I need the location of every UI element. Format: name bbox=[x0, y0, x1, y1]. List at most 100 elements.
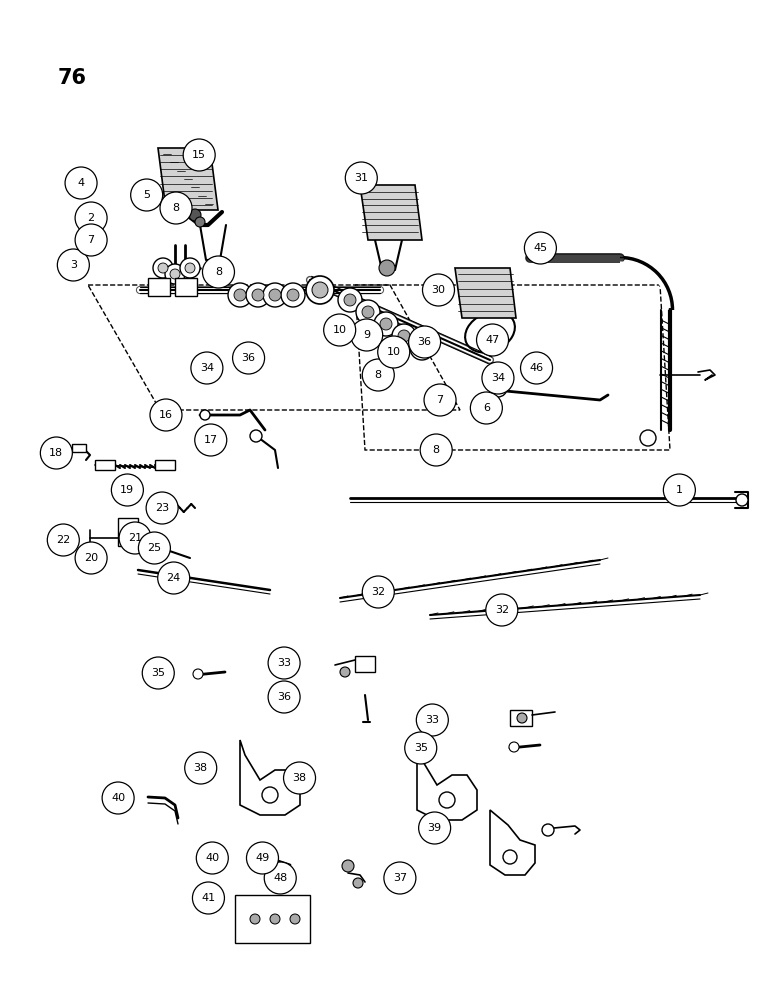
Circle shape bbox=[75, 224, 107, 256]
Circle shape bbox=[503, 850, 517, 864]
Circle shape bbox=[410, 336, 434, 360]
Circle shape bbox=[663, 474, 696, 506]
Text: 5: 5 bbox=[143, 190, 151, 200]
Text: 76: 76 bbox=[58, 68, 87, 88]
Text: 49: 49 bbox=[256, 853, 269, 863]
Circle shape bbox=[342, 860, 354, 872]
Circle shape bbox=[424, 384, 456, 416]
Text: 24: 24 bbox=[167, 573, 181, 583]
Circle shape bbox=[362, 576, 394, 608]
Circle shape bbox=[287, 289, 299, 301]
Circle shape bbox=[338, 288, 362, 312]
Text: 33: 33 bbox=[425, 715, 439, 725]
Circle shape bbox=[384, 862, 416, 894]
Circle shape bbox=[196, 842, 229, 874]
Circle shape bbox=[542, 824, 554, 836]
Text: 32: 32 bbox=[495, 605, 509, 615]
Circle shape bbox=[130, 179, 163, 211]
Circle shape bbox=[379, 260, 395, 276]
Circle shape bbox=[185, 263, 195, 273]
Bar bbox=[510, 710, 532, 726]
Circle shape bbox=[157, 562, 190, 594]
Circle shape bbox=[408, 326, 441, 358]
Text: 48: 48 bbox=[273, 873, 287, 883]
Text: 20: 20 bbox=[84, 553, 98, 563]
Text: 7: 7 bbox=[87, 235, 95, 245]
Circle shape bbox=[232, 342, 265, 374]
Circle shape bbox=[111, 474, 144, 506]
Circle shape bbox=[520, 352, 553, 384]
Circle shape bbox=[362, 359, 394, 391]
Circle shape bbox=[195, 424, 227, 456]
Circle shape bbox=[189, 209, 201, 221]
Circle shape bbox=[234, 289, 246, 301]
Text: 8: 8 bbox=[215, 267, 222, 277]
Circle shape bbox=[193, 669, 203, 679]
Circle shape bbox=[158, 263, 168, 273]
Text: 1: 1 bbox=[676, 485, 683, 495]
Polygon shape bbox=[455, 268, 516, 318]
Circle shape bbox=[418, 812, 451, 844]
Circle shape bbox=[40, 437, 73, 469]
Circle shape bbox=[283, 762, 316, 794]
Circle shape bbox=[183, 139, 215, 171]
Text: 21: 21 bbox=[128, 533, 142, 543]
Text: 37: 37 bbox=[393, 873, 407, 883]
Text: 6: 6 bbox=[482, 403, 490, 413]
Text: 36: 36 bbox=[242, 353, 256, 363]
Text: 9: 9 bbox=[363, 330, 371, 340]
Circle shape bbox=[228, 283, 252, 307]
Circle shape bbox=[509, 742, 519, 752]
Text: 30: 30 bbox=[432, 285, 445, 295]
Circle shape bbox=[160, 192, 192, 224]
Text: 40: 40 bbox=[111, 793, 125, 803]
Text: 36: 36 bbox=[277, 692, 291, 702]
Text: 16: 16 bbox=[159, 410, 173, 420]
Circle shape bbox=[165, 264, 185, 284]
Circle shape bbox=[192, 882, 225, 914]
Circle shape bbox=[263, 283, 287, 307]
Text: 39: 39 bbox=[428, 823, 442, 833]
Circle shape bbox=[405, 732, 437, 764]
Circle shape bbox=[306, 276, 334, 304]
Polygon shape bbox=[158, 148, 218, 210]
Text: 34: 34 bbox=[491, 373, 505, 383]
Text: 7: 7 bbox=[436, 395, 444, 405]
Bar bbox=[118, 518, 138, 546]
Circle shape bbox=[57, 249, 90, 281]
Circle shape bbox=[281, 283, 305, 307]
Circle shape bbox=[340, 667, 350, 677]
Circle shape bbox=[290, 914, 300, 924]
Circle shape bbox=[489, 379, 507, 397]
Bar bbox=[148, 278, 170, 296]
Circle shape bbox=[195, 217, 205, 227]
Circle shape bbox=[185, 752, 217, 784]
Circle shape bbox=[200, 410, 210, 420]
Text: 45: 45 bbox=[533, 243, 547, 253]
Circle shape bbox=[142, 536, 154, 548]
Text: 10: 10 bbox=[387, 347, 401, 357]
Text: 33: 33 bbox=[277, 658, 291, 668]
Bar bbox=[155, 460, 175, 470]
Circle shape bbox=[398, 330, 410, 342]
Circle shape bbox=[486, 594, 518, 626]
Text: 4: 4 bbox=[77, 178, 85, 188]
Circle shape bbox=[524, 232, 557, 264]
Text: 23: 23 bbox=[155, 503, 169, 513]
Circle shape bbox=[736, 494, 748, 506]
Text: 10: 10 bbox=[333, 325, 347, 335]
Circle shape bbox=[65, 167, 97, 199]
Circle shape bbox=[356, 300, 380, 324]
Circle shape bbox=[262, 787, 278, 803]
Text: 18: 18 bbox=[49, 448, 63, 458]
Polygon shape bbox=[417, 745, 477, 820]
Circle shape bbox=[422, 274, 455, 306]
Text: 35: 35 bbox=[151, 668, 165, 678]
Circle shape bbox=[416, 704, 449, 736]
Circle shape bbox=[75, 542, 107, 574]
Text: 19: 19 bbox=[120, 485, 134, 495]
Circle shape bbox=[264, 862, 296, 894]
Bar bbox=[175, 278, 197, 296]
Circle shape bbox=[420, 434, 452, 466]
Polygon shape bbox=[490, 810, 535, 875]
